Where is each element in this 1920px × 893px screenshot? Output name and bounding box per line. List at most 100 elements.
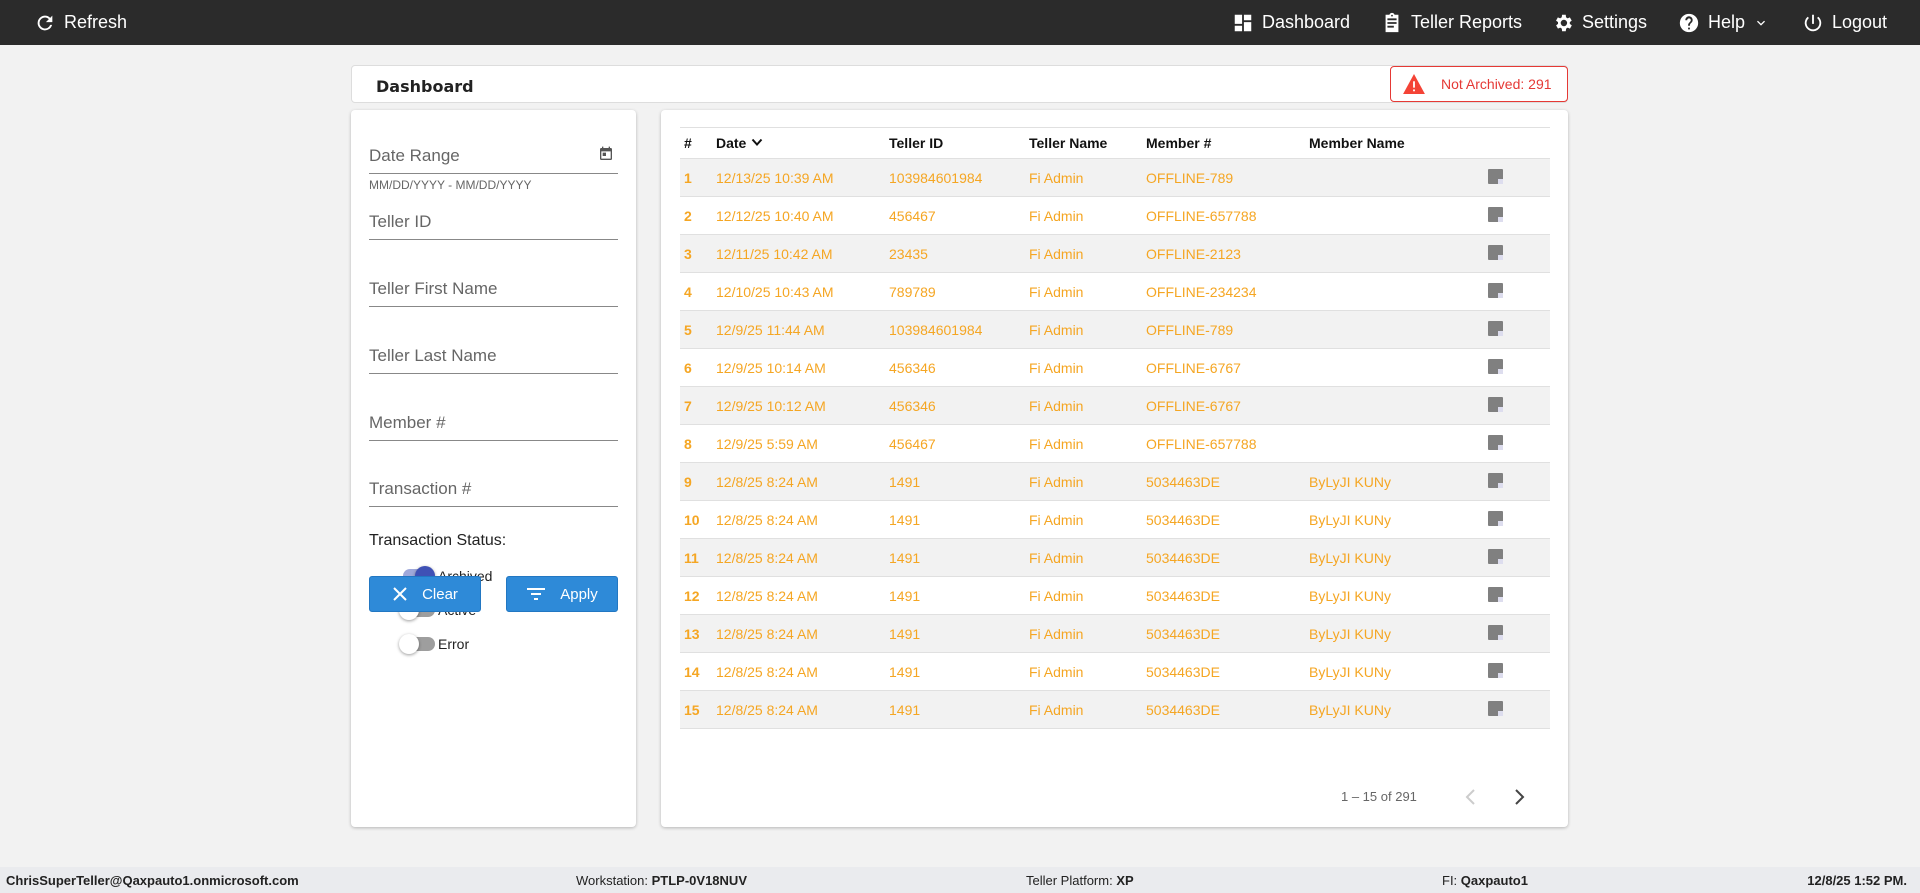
member-number-field[interactable]: Member # — [369, 413, 618, 441]
col-date[interactable]: Date — [712, 127, 885, 159]
table-row[interactable]: 8 12/9/25 5:59 AM 456467 Fi Admin OFFLINE-65… — [680, 424, 1550, 463]
row-number: 5 — [680, 310, 712, 349]
nav-logout-label: Logout — [1832, 12, 1888, 32]
row-teller-id: 103984601984 — [885, 310, 1025, 349]
not-archived-badge[interactable]: Not Archived: 291 — [1390, 66, 1568, 102]
note-icon[interactable] — [1488, 396, 1503, 412]
workstation-label: Workstation: — [576, 873, 652, 888]
transaction-number-field[interactable]: Transaction # — [369, 479, 618, 507]
row-member-name — [1305, 196, 1484, 235]
row-teller-name: Fi Admin — [1025, 234, 1142, 273]
transactions-table: # Date Teller ID Teller Name Member # Me… — [680, 127, 1550, 729]
sort-chevron-down-icon[interactable] — [750, 136, 764, 148]
row-action — [1484, 614, 1550, 653]
refresh-button[interactable]: Refresh — [34, 0, 127, 45]
row-member-name — [1305, 310, 1484, 349]
col-actions — [1484, 127, 1550, 159]
row-date: 12/8/25 8:24 AM — [712, 462, 885, 501]
date-range-field[interactable]: Date Range — [369, 146, 618, 174]
row-member-number: OFFLINE-6767 — [1142, 348, 1305, 387]
note-icon[interactable] — [1488, 434, 1503, 450]
row-teller-name: Fi Admin — [1025, 500, 1142, 539]
note-icon[interactable] — [1488, 244, 1503, 260]
row-date: 12/8/25 8:24 AM — [712, 576, 885, 615]
row-action — [1484, 348, 1550, 387]
note-icon[interactable] — [1488, 662, 1503, 678]
row-teller-id: 456467 — [885, 196, 1025, 235]
row-number: 14 — [680, 652, 712, 691]
note-icon[interactable] — [1488, 586, 1503, 602]
table-row[interactable]: 6 12/9/25 10:14 AM 456346 Fi Admin OFFLINE-6… — [680, 348, 1550, 387]
note-icon[interactable] — [1488, 282, 1503, 298]
row-action — [1484, 690, 1550, 729]
row-action — [1484, 310, 1550, 349]
note-icon[interactable] — [1488, 320, 1503, 336]
table-row[interactable]: 1 12/13/25 10:39 AM 103984601984 Fi Admin OF… — [680, 158, 1550, 197]
error-label: Error — [438, 636, 470, 652]
note-icon[interactable] — [1488, 358, 1503, 374]
table-row[interactable]: 14 12/8/25 8:24 AM 1491 Fi Admin 5034463DE By… — [680, 652, 1550, 691]
table-row[interactable]: 3 12/11/25 10:42 AM 23435 Fi Admin OFFLINE-2… — [680, 234, 1550, 273]
nav-dashboard[interactable]: Dashboard — [1232, 0, 1350, 45]
note-icon[interactable] — [1488, 168, 1503, 184]
clipboard-icon — [1385, 12, 1399, 32]
note-icon[interactable] — [1488, 548, 1503, 564]
date-range-label: Date Range — [369, 146, 460, 165]
row-number: 8 — [680, 424, 712, 463]
note-icon[interactable] — [1488, 206, 1503, 222]
row-teller-name: Fi Admin — [1025, 272, 1142, 311]
row-member-number: OFFLINE-789 — [1142, 310, 1305, 349]
nav-teller-reports[interactable]: Teller Reports — [1381, 0, 1522, 45]
row-member-name: ByLyJI KUNy — [1305, 652, 1484, 691]
table-row[interactable]: 9 12/8/25 8:24 AM 1491 Fi Admin 5034463DE ByL… — [680, 462, 1550, 501]
table-row[interactable]: 2 12/12/25 10:40 AM 456467 Fi Admin OFFLINE-… — [680, 196, 1550, 235]
table-row[interactable]: 13 12/8/25 8:24 AM 1491 Fi Admin 5034463DE By… — [680, 614, 1550, 653]
note-icon[interactable] — [1488, 700, 1503, 716]
refresh-label: Refresh — [64, 12, 128, 32]
teller-first-name-field[interactable]: Teller First Name — [369, 279, 618, 307]
power-icon — [1804, 14, 1822, 31]
table-row[interactable]: 11 12/8/25 8:24 AM 1491 Fi Admin 5034463DE By… — [680, 538, 1550, 577]
row-teller-id: 456346 — [885, 348, 1025, 387]
clear-button[interactable]: Clear — [369, 576, 481, 612]
row-teller-id: 23435 — [885, 234, 1025, 273]
row-member-name: ByLyJI KUNy — [1305, 462, 1484, 501]
next-page-icon[interactable] — [1510, 786, 1528, 808]
table-row[interactable]: 5 12/9/25 11:44 AM 103984601984 Fi Admin OFF… — [680, 310, 1550, 349]
row-member-name — [1305, 348, 1484, 387]
apply-button[interactable]: Apply — [506, 576, 618, 612]
row-date: 12/13/25 10:39 AM — [712, 158, 885, 197]
note-icon[interactable] — [1488, 510, 1503, 526]
row-date: 12/9/25 11:44 AM — [712, 310, 885, 349]
table-row[interactable]: 15 12/8/25 8:24 AM 1491 Fi Admin 5034463DE By… — [680, 690, 1550, 729]
nav-dashboard-label: Dashboard — [1262, 12, 1351, 32]
not-archived-count: Not Archived: 291 — [1441, 76, 1552, 92]
error-toggle[interactable] — [399, 634, 435, 654]
row-teller-name: Fi Admin — [1025, 386, 1142, 425]
table-row[interactable]: 4 12/10/25 10:43 AM 789789 Fi Admin OFFLINE-… — [680, 272, 1550, 311]
pagination-range: 1 – 15 of 291 — [1341, 789, 1417, 804]
row-member-number: 5034463DE — [1142, 576, 1305, 615]
calendar-icon[interactable] — [598, 146, 614, 162]
row-member-name — [1305, 272, 1484, 311]
nav-settings[interactable]: Settings — [1552, 0, 1647, 45]
previous-page-icon[interactable] — [1462, 786, 1480, 808]
table-row[interactable]: 7 12/9/25 10:12 AM 456346 Fi Admin OFFLINE-6… — [680, 386, 1550, 425]
note-icon[interactable] — [1488, 624, 1503, 640]
col-member-name: Member Name — [1305, 127, 1484, 159]
row-action — [1484, 386, 1550, 425]
teller-last-name-field[interactable]: Teller Last Name — [369, 346, 618, 374]
table-row[interactable]: 10 12/8/25 8:24 AM 1491 Fi Admin 5034463DE By… — [680, 500, 1550, 539]
table-row[interactable]: 12 12/8/25 8:24 AM 1491 Fi Admin 5034463DE By… — [680, 576, 1550, 615]
nav-logout[interactable]: Logout — [1802, 0, 1887, 45]
row-member-number: OFFLINE-789 — [1142, 158, 1305, 197]
row-date: 12/8/25 8:24 AM — [712, 690, 885, 729]
row-member-name — [1305, 234, 1484, 273]
note-icon[interactable] — [1488, 472, 1503, 488]
nav-help[interactable]: Help — [1678, 0, 1769, 45]
teller-id-field[interactable]: Teller ID — [369, 212, 618, 240]
footer-datetime: 12/8/25 1:52 PM. — [1807, 873, 1907, 888]
row-date: 12/8/25 8:24 AM — [712, 652, 885, 691]
status-footer: ChrisSuperTeller@Qaxpauto1.onmicrosoft.c… — [0, 867, 1920, 893]
row-teller-name: Fi Admin — [1025, 576, 1142, 615]
